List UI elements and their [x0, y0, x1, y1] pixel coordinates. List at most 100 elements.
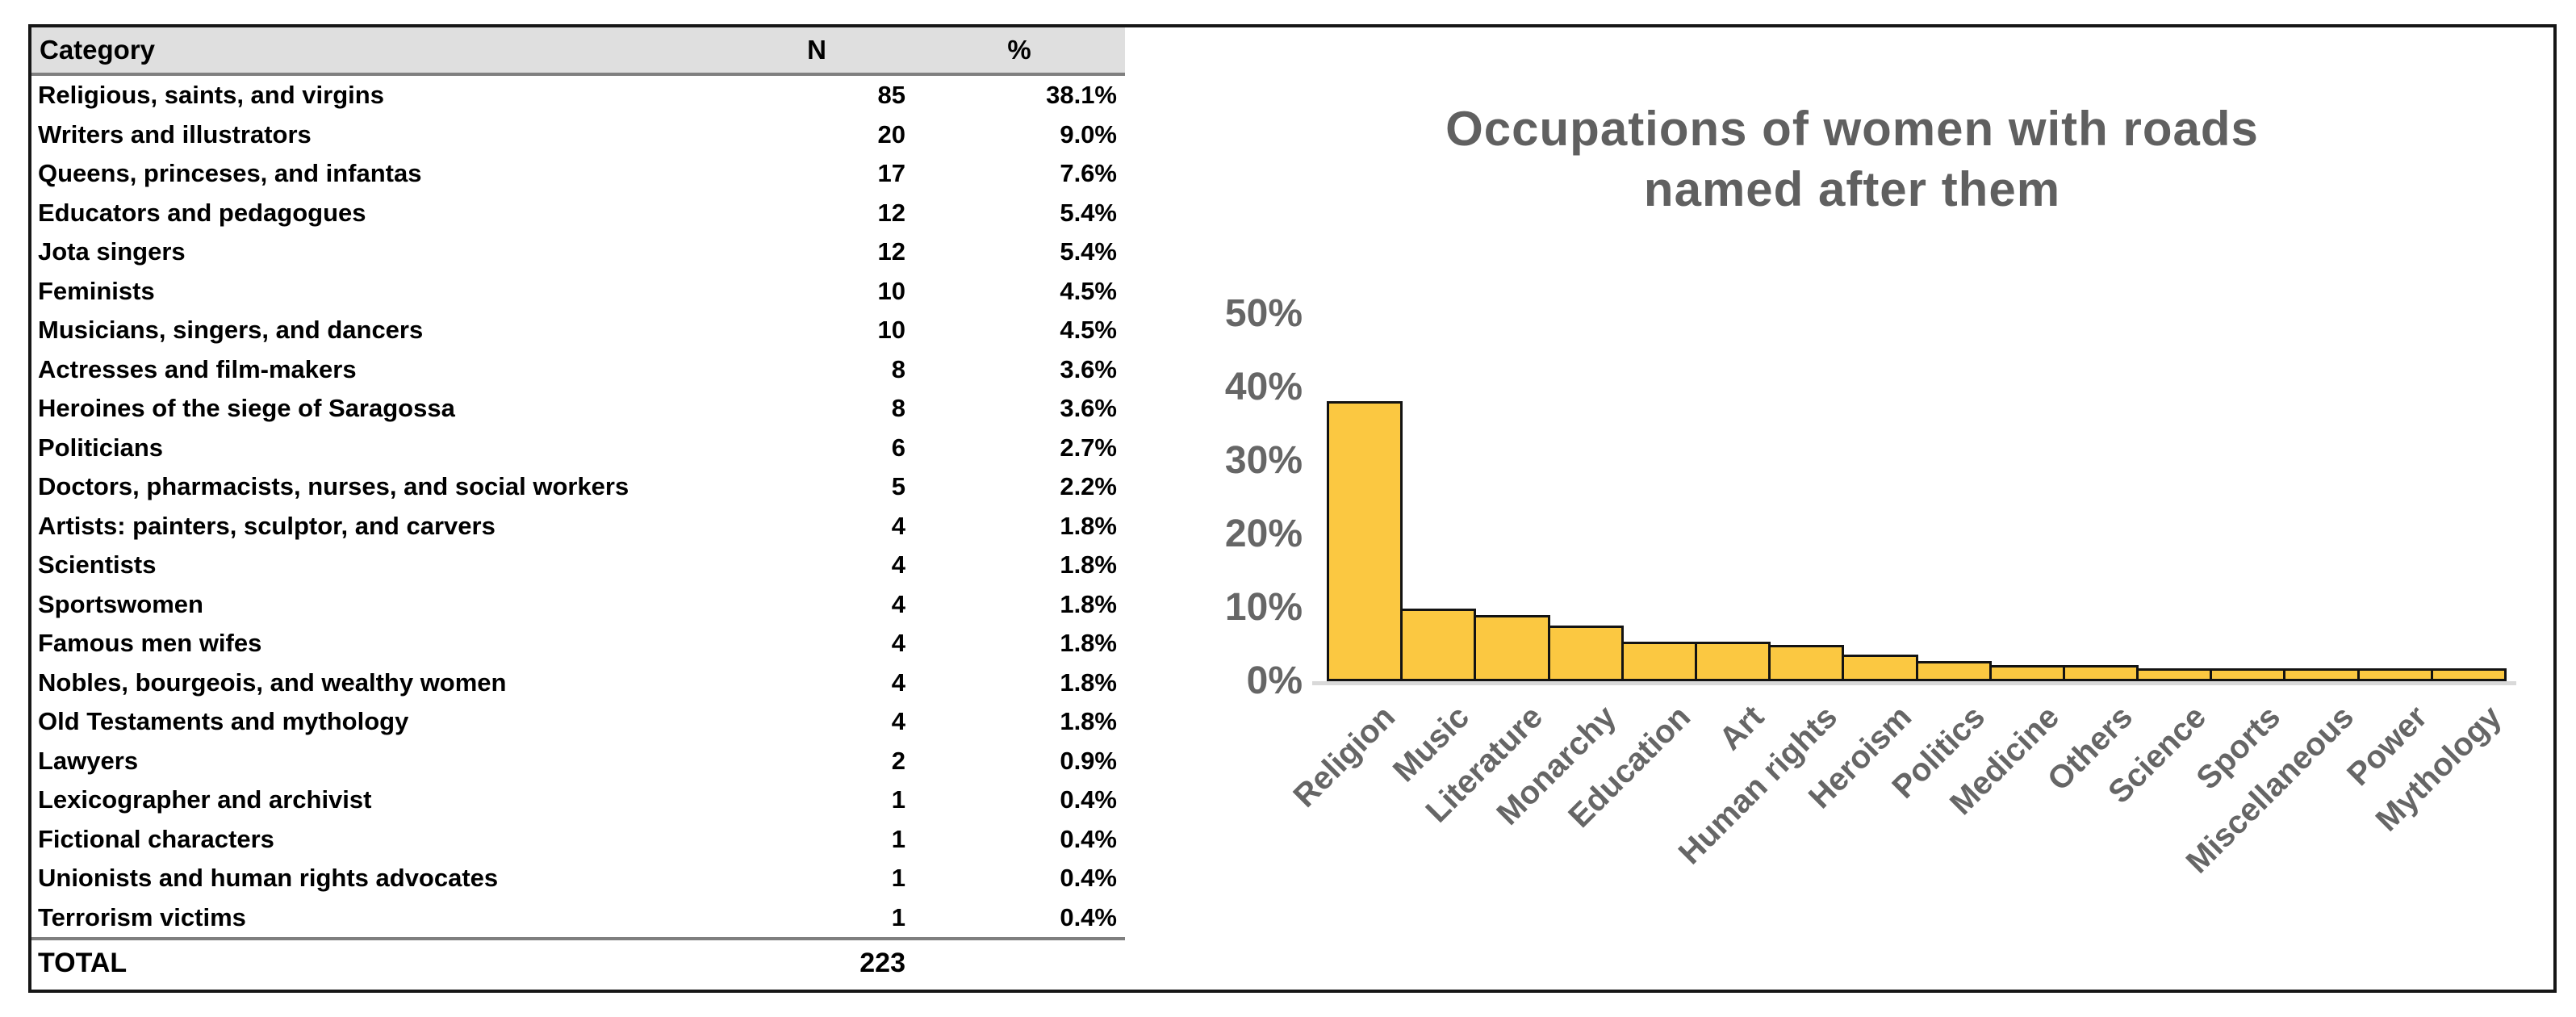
row-pct: 0.9% [1060, 746, 1117, 775]
bar-art [1694, 641, 1771, 681]
table-header-category: Category [40, 35, 156, 65]
y-tick-label: 10% [1224, 586, 1303, 629]
row-pct: 4.5% [1060, 316, 1117, 345]
row-n: 4 [891, 511, 905, 540]
bar-miscellaneous [2283, 668, 2360, 681]
row-n: 17 [877, 159, 905, 188]
row-category: Nobles, bourgeois, and wealthy women [38, 668, 507, 697]
row-pct: 0.4% [1060, 785, 1117, 814]
row-pct: 1.8% [1060, 511, 1117, 540]
table-row: Feminists 10 4.5% [31, 272, 1125, 312]
row-pct: 1.8% [1060, 668, 1117, 697]
row-n: 2 [891, 746, 905, 775]
total-n: 223 [859, 948, 905, 978]
table-row: Religious, saints, and virgins 85 38.1% [31, 76, 1125, 115]
chart-title-line1: Occupations of women with roads [1445, 102, 2259, 156]
table-row: Fictional characters 1 0.4% [31, 820, 1125, 860]
row-pct: 0.4% [1060, 902, 1117, 931]
row-category: Educators and pedagogues [38, 198, 366, 227]
y-tick-label: 20% [1224, 513, 1303, 555]
table-row: Nobles, bourgeois, and wealthy women 4 1.8… [31, 663, 1125, 703]
table-row: Musicians, singers, and dancers 10 4.5% [31, 311, 1125, 350]
table-total-row: TOTAL 223 [31, 937, 1125, 986]
row-n: 1 [891, 824, 905, 853]
bar-power [2356, 668, 2433, 681]
bar-politics [1915, 661, 1992, 681]
chart-title: Occupations of women with roads named af… [1246, 98, 2458, 220]
row-category: Heroines of the siege of Saragossa [38, 394, 455, 423]
row-pct: 38.1% [1046, 81, 1117, 110]
row-pct: 0.4% [1060, 824, 1117, 853]
table-row: Famous men wifes 4 1.8% [31, 624, 1125, 663]
y-tick-label: 0% [1246, 659, 1303, 702]
bar-education [1620, 641, 1697, 681]
row-category: Musicians, singers, and dancers [38, 316, 424, 345]
bar-mythology [2430, 668, 2507, 681]
table-row: Writers and illustrators 20 9.0% [31, 115, 1125, 155]
table-row: Unionists and human rights advocates 1 0.4… [31, 859, 1125, 898]
row-n: 12 [877, 237, 905, 266]
row-n: 1 [891, 902, 905, 931]
figure-frame: Category N % Religious, saints, and virg… [28, 24, 2557, 993]
row-pct: 7.6% [1060, 159, 1117, 188]
row-n: 12 [877, 198, 905, 227]
row-category: Queens, princeses, and infantas [38, 159, 422, 188]
row-category: Feminists [38, 276, 155, 305]
occupations-table: Category N % Religious, saints, and virg… [31, 27, 1125, 990]
bar-chart: Occupations of women with roads named af… [1125, 27, 2547, 990]
chart-title-line2: named after them [1643, 162, 2061, 216]
row-n: 20 [877, 119, 905, 149]
row-pct: 9.0% [1060, 119, 1117, 149]
bar-science [2136, 668, 2213, 681]
row-pct: 2.2% [1060, 472, 1117, 501]
table-row: Actresses and film-makers 8 3.6% [31, 350, 1125, 390]
table-row: Heroines of the siege of Saragossa 8 3.6% [31, 389, 1125, 429]
bar-music [1400, 608, 1477, 681]
row-n: 8 [891, 394, 905, 423]
row-category: Artists: painters, sculptor, and carvers [38, 511, 496, 540]
row-category: Writers and illustrators [38, 119, 312, 149]
row-n: 10 [877, 276, 905, 305]
row-n: 4 [891, 629, 905, 658]
total-label: TOTAL [38, 948, 128, 978]
row-category: Sportswomen [38, 589, 203, 618]
row-pct: 2.7% [1060, 433, 1117, 462]
table-row: Lexicographer and archivist 1 0.4% [31, 781, 1125, 820]
row-n: 1 [891, 785, 905, 814]
row-pct: 3.6% [1060, 394, 1117, 423]
table-row: Old Testaments and mythology 4 1.8% [31, 702, 1125, 742]
table-row: Sportswomen 4 1.8% [31, 585, 1125, 625]
bar-monarchy [1547, 625, 1624, 681]
row-category: Terrorism victims [38, 902, 246, 931]
row-n: 8 [891, 354, 905, 383]
bar-sports [2210, 668, 2286, 681]
table-header-n: N [807, 35, 826, 65]
table-row: Scientists 4 1.8% [31, 546, 1125, 585]
row-n: 4 [891, 668, 905, 697]
row-n: 4 [891, 707, 905, 736]
row-category: Famous men wifes [38, 629, 262, 658]
bars-area [1327, 358, 2507, 681]
row-category: Religious, saints, and virgins [38, 81, 384, 110]
table-row: Jota singers 12 5.4% [31, 232, 1125, 272]
row-n: 6 [891, 433, 905, 462]
bar-literature [1474, 615, 1550, 681]
row-pct: 4.5% [1060, 276, 1117, 305]
row-n: 85 [877, 81, 905, 110]
row-n: 4 [891, 550, 905, 580]
table-row: Doctors, pharmacists, nurses, and social… [31, 467, 1125, 507]
table-row: Queens, princeses, and infantas 17 7.6% [31, 154, 1125, 194]
bar-human-rights [1768, 645, 1845, 681]
table-row: Lawyers 2 0.9% [31, 742, 1125, 781]
row-pct: 1.8% [1060, 550, 1117, 580]
bar-medicine [1988, 664, 2065, 681]
row-pct: 1.8% [1060, 707, 1117, 736]
row-n: 5 [891, 472, 905, 501]
row-pct: 1.8% [1060, 629, 1117, 658]
row-pct: 5.4% [1060, 237, 1117, 266]
x-axis-line [1312, 681, 2516, 685]
y-tick-label: 50% [1224, 292, 1303, 335]
row-pct: 3.6% [1060, 354, 1117, 383]
table-header-row: Category N % [31, 27, 1125, 76]
row-n: 4 [891, 589, 905, 618]
